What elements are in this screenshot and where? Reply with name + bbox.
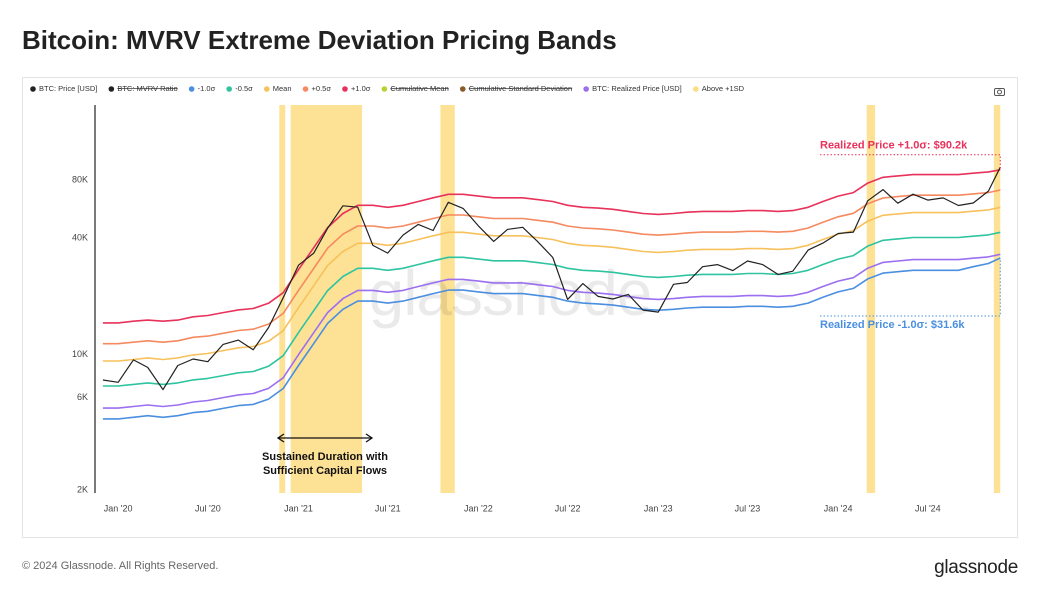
annotation: Sustained Duration with bbox=[262, 451, 388, 463]
highlight-band bbox=[440, 105, 455, 493]
x-tick-label: Jul '23 bbox=[735, 503, 761, 513]
legend-label: -0.5σ bbox=[235, 84, 253, 93]
legend-label: +1.0σ bbox=[351, 84, 371, 93]
legend-marker bbox=[302, 86, 309, 92]
highlight-band bbox=[866, 105, 876, 493]
legend-label: Cumulative Mean bbox=[390, 84, 448, 93]
highlight-band bbox=[290, 105, 363, 493]
series-line bbox=[102, 166, 1001, 391]
camera-icon[interactable] bbox=[994, 88, 1005, 96]
x-tick-label: Jul '22 bbox=[555, 503, 581, 513]
arrow-head bbox=[365, 433, 374, 443]
legend-marker bbox=[226, 86, 233, 92]
legend-label: +0.5σ bbox=[312, 84, 332, 93]
legend-marker bbox=[381, 86, 388, 92]
highlight-band bbox=[993, 105, 1001, 493]
legend-label: Cumulative Standard Deviation bbox=[469, 84, 572, 93]
legend-label: BTC: MVRV Ratio bbox=[117, 84, 177, 93]
x-tick-label: Jan '20 bbox=[104, 503, 133, 513]
x-tick-label: Jul '24 bbox=[915, 503, 941, 513]
copyright: © 2024 Glassnode. All Rights Reserved. bbox=[22, 560, 218, 572]
legend-marker bbox=[30, 86, 36, 92]
legend-label: Above +1SD bbox=[702, 84, 745, 93]
series-line bbox=[102, 257, 1001, 420]
y-tick-label: 10K bbox=[72, 349, 88, 359]
series-line bbox=[102, 169, 1001, 324]
x-tick-label: Jul '20 bbox=[195, 503, 221, 513]
x-tick-label: Jan '23 bbox=[644, 503, 673, 513]
legend-marker bbox=[342, 86, 348, 92]
annotation: Realized Price +1.0σ: $90.2k bbox=[820, 140, 968, 152]
y-tick-label: 2K bbox=[77, 484, 88, 494]
series-line bbox=[102, 231, 1001, 387]
annotation-connector bbox=[820, 257, 1001, 317]
y-tick-label: 40K bbox=[72, 233, 88, 243]
legend-label: Mean bbox=[273, 84, 292, 93]
legend-marker bbox=[108, 86, 115, 92]
camera-lens bbox=[997, 89, 1002, 95]
annotation-connector bbox=[820, 154, 1001, 170]
legend-marker bbox=[459, 86, 466, 92]
legend-label: -1.0σ bbox=[198, 84, 216, 93]
chart-frame bbox=[22, 77, 1018, 538]
x-tick-label: Jan '24 bbox=[824, 503, 853, 513]
x-tick-label: Jan '21 bbox=[284, 503, 313, 513]
legend-marker bbox=[263, 86, 270, 92]
y-tick-label: 6K bbox=[77, 392, 88, 402]
x-tick-label: Jul '21 bbox=[375, 503, 401, 513]
arrow-head bbox=[276, 433, 285, 443]
series-line bbox=[102, 206, 1001, 362]
x-tick-label: Jan '22 bbox=[464, 503, 493, 513]
legend-label: BTC: Price [USD] bbox=[39, 84, 97, 93]
annotation: Realized Price -1.0σ: $31.6k bbox=[820, 319, 965, 331]
y-tick-label: 80K bbox=[72, 174, 88, 184]
legend-marker bbox=[692, 86, 699, 92]
logo: glassnode bbox=[934, 557, 1018, 578]
legend-marker bbox=[188, 86, 195, 92]
series-line bbox=[102, 253, 1001, 409]
chart-title: Bitcoin: MVRV Extreme Deviation Pricing … bbox=[22, 25, 617, 55]
legend-marker bbox=[583, 86, 589, 92]
camera-body bbox=[994, 88, 1005, 96]
plot-background bbox=[279, 105, 1001, 493]
series-line bbox=[102, 189, 1001, 345]
legend-label: BTC: Realized Price [USD] bbox=[592, 84, 682, 93]
annotation: Sufficient Capital Flows bbox=[263, 465, 387, 477]
plot: 2K 6K 10K 40K 80K Jan '20 Jul '20 Jan '21 Jul '2… bbox=[72, 105, 1001, 513]
